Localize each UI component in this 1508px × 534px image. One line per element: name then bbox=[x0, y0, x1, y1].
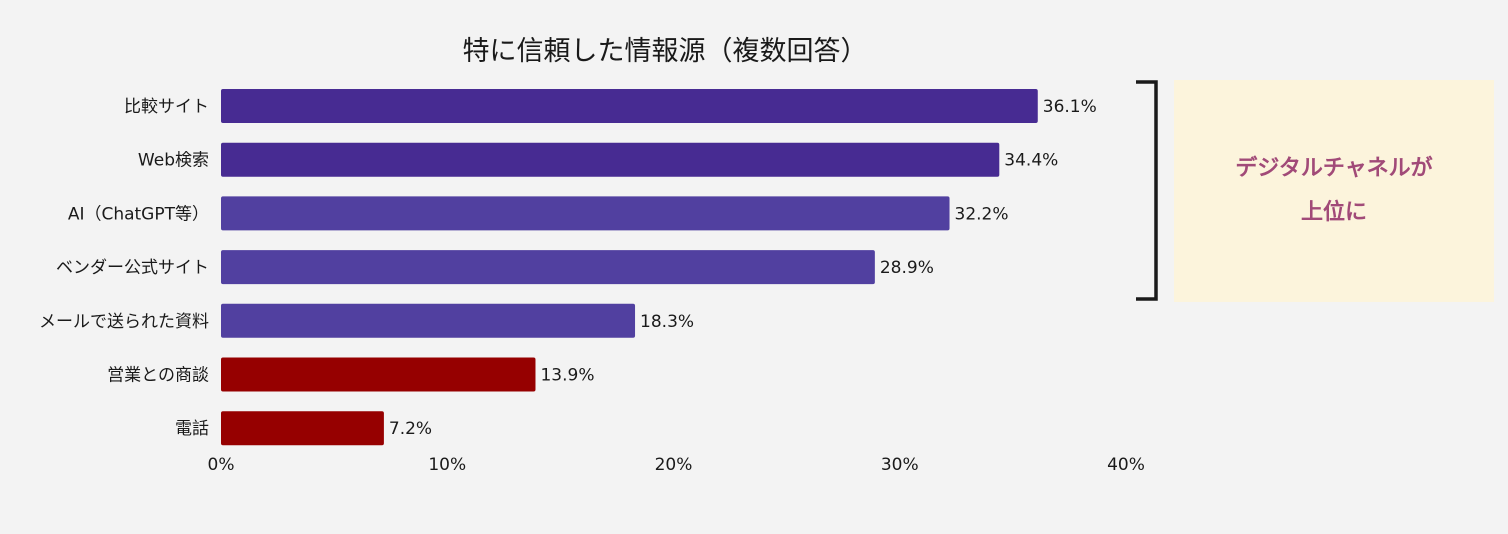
value-label: 28.9% bbox=[880, 258, 934, 278]
x-tick-label: 30% bbox=[881, 455, 919, 475]
annotation-text: デジタルチャネルが 上位に bbox=[1235, 156, 1433, 225]
x-tick-label: 20% bbox=[655, 455, 693, 475]
category-label: 営業との商談 bbox=[107, 366, 209, 386]
category-label: メールで送られた資料 bbox=[39, 312, 209, 332]
value-label: 32.2% bbox=[955, 204, 1009, 224]
category-label: Web検索 bbox=[138, 151, 209, 171]
bar bbox=[221, 142, 1000, 177]
category-label: AI（ChatGPT等） bbox=[68, 204, 209, 224]
value-label: 36.1% bbox=[1043, 97, 1097, 117]
bar bbox=[221, 357, 536, 392]
x-tick-label: 10% bbox=[428, 455, 466, 475]
value-label: 18.3% bbox=[640, 312, 694, 332]
bar bbox=[221, 196, 950, 231]
bar bbox=[221, 250, 875, 285]
x-tick-label: 40% bbox=[1107, 455, 1145, 475]
category-label: 比較サイト bbox=[124, 97, 209, 117]
annotation-callout: デジタルチャネルが 上位に bbox=[1174, 80, 1494, 302]
chart-title: 特に信頼した情報源（複数回答） bbox=[463, 36, 868, 67]
category-label: 電話 bbox=[175, 419, 209, 439]
bar bbox=[221, 89, 1038, 123]
bar bbox=[221, 411, 384, 446]
value-label: 7.2% bbox=[389, 419, 432, 439]
bar bbox=[221, 303, 636, 338]
category-label: ベンダー公式サイト bbox=[56, 258, 209, 278]
x-tick-label: 0% bbox=[208, 455, 235, 475]
value-label: 34.4% bbox=[1004, 151, 1058, 171]
bracket-marker bbox=[1136, 80, 1158, 301]
bars-group: 比較サイト 36.1% Web検索 34.4% AI（ChatGPT等） 32.2% ベンダ… bbox=[39, 89, 1097, 446]
x-axis-ticks: 0% 10% 20% 30% 40% bbox=[208, 455, 1145, 475]
value-label: 13.9% bbox=[540, 366, 594, 386]
